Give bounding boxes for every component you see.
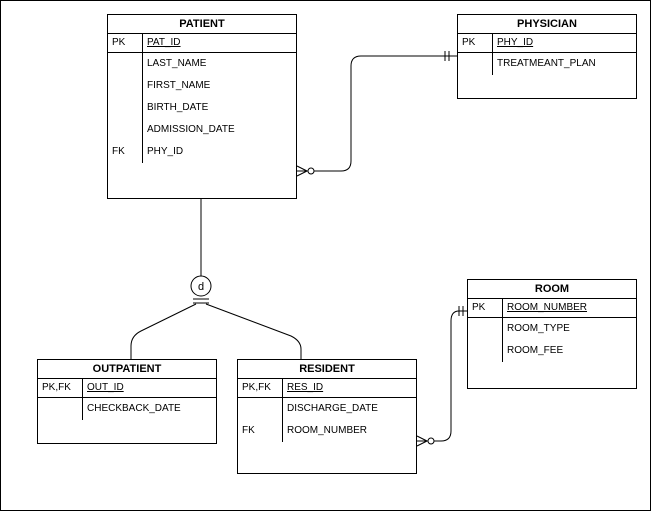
entity-resident-title: RESIDENT	[238, 360, 416, 379]
attr-cell: PAT_ID	[143, 34, 296, 53]
fk-cell: FK	[238, 420, 282, 442]
key-cell	[468, 318, 502, 340]
entity-outpatient: OUTPATIENT PK,FK OUT_ID CHECKBACK_DATE	[37, 359, 217, 444]
attr-cell: CHECKBACK_DATE	[83, 398, 216, 420]
key-cell	[468, 340, 502, 362]
pk-cell: PK	[108, 34, 142, 53]
entity-outpatient-title: OUTPATIENT	[38, 360, 216, 379]
attr-cell: LAST_NAME	[143, 53, 296, 75]
fk-cell: FK	[108, 141, 142, 163]
connector-disjoint-outpatient	[131, 304, 196, 359]
connector-patient-physician	[297, 51, 457, 176]
connector-patient-disjoint	[191, 199, 211, 303]
key-cell	[108, 53, 142, 75]
attr-cell: ROOM_FEE	[503, 340, 636, 362]
key-cell	[458, 53, 492, 75]
attr-cell: BIRTH_DATE	[143, 97, 296, 119]
key-cell	[38, 398, 82, 420]
attr-cell: TREATMEANT_PLAN	[493, 53, 636, 75]
connector-resident-room	[417, 306, 467, 446]
attr-cell: ROOM_NUMBER	[503, 299, 636, 318]
key-cell	[108, 75, 142, 97]
attr-cell: ADMISSION_DATE	[143, 119, 296, 141]
entity-room-title: ROOM	[468, 280, 636, 299]
entity-physician-title: PHYSICIAN	[458, 15, 636, 34]
pkfk-cell: PK,FK	[38, 379, 82, 398]
pkfk-cell: PK,FK	[238, 379, 282, 398]
attr-cell: ROOM_NUMBER	[283, 420, 416, 442]
attr-cell: ROOM_TYPE	[503, 318, 636, 340]
entity-room: ROOM PK ROOM_NUMBER ROOM_TYPE ROOM_FEE	[467, 279, 637, 389]
attr-cell: PHY_ID	[143, 141, 296, 163]
attr-cell: FIRST_NAME	[143, 75, 296, 97]
entity-patient: PATIENT PK FK PAT_ID LAST_NAME FIRST_NAM…	[107, 14, 297, 199]
entity-physician: PHYSICIAN PK PHY_ID TREATMEANT_PLAN	[457, 14, 637, 99]
disjoint-label: d	[198, 281, 204, 293]
pk-cell: PK	[458, 34, 492, 53]
attr-cell: OUT_ID	[83, 379, 216, 398]
entity-resident: RESIDENT PK,FK FK RES_ID DISCHARGE_DATE …	[237, 359, 417, 474]
attr-cell: DISCHARGE_DATE	[283, 398, 416, 420]
attr-cell: PHY_ID	[493, 34, 636, 53]
key-cell	[108, 97, 142, 119]
connector-disjoint-resident	[206, 304, 301, 359]
key-cell	[238, 398, 282, 420]
entity-patient-title: PATIENT	[108, 15, 296, 34]
attr-cell: RES_ID	[283, 379, 416, 398]
pk-cell: PK	[468, 299, 502, 318]
key-cell	[108, 119, 142, 141]
